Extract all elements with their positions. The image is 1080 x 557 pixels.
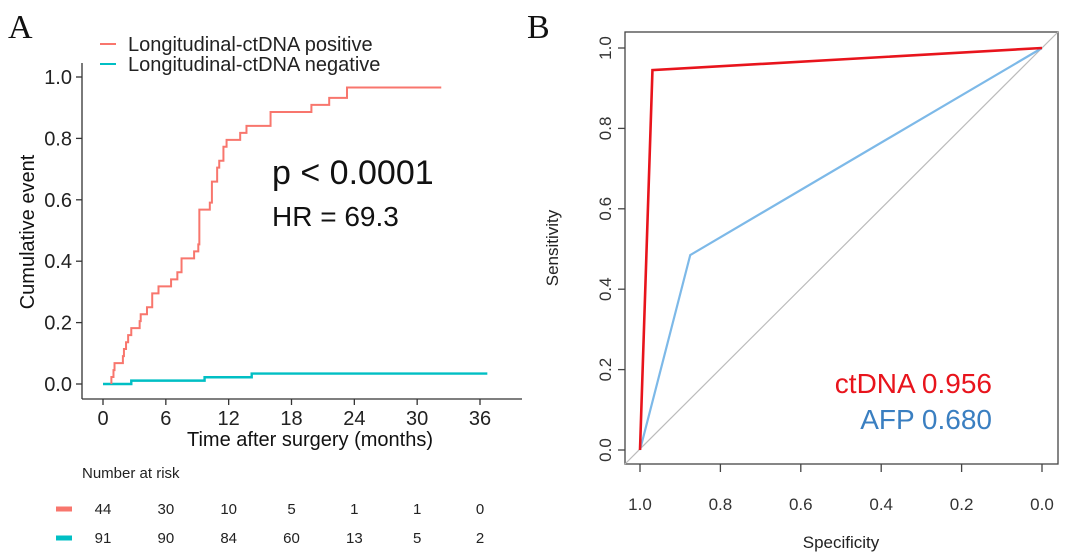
legend-a: Longitudinal-ctDNA positive Longitudinal… bbox=[100, 34, 380, 76]
x-tick-label-b: 0.6 bbox=[789, 495, 813, 514]
y-tick-label-b: 0.2 bbox=[596, 358, 615, 382]
risk-table-cell: 10 bbox=[220, 501, 237, 518]
x-tick-label-a: 24 bbox=[343, 408, 365, 430]
y-tick-label-a: 0.2 bbox=[44, 313, 72, 335]
risk-table-cell: 1 bbox=[413, 501, 421, 518]
risk-table-cell: 13 bbox=[346, 530, 363, 547]
y-tick-label-b: 0.0 bbox=[596, 438, 615, 462]
x-axis-title-a: Time after surgery (months) bbox=[187, 429, 433, 451]
panel-b-roc-plot: 0.0 0.2 0.4 0.6 0.8 1.0 1.0 0.8 0.6 0.4 0.2 0.0 Se… bbox=[543, 31, 1059, 552]
risk-table-cell: 91 bbox=[95, 530, 112, 547]
curve-ctdna-positive bbox=[110, 86, 442, 384]
x-tick-label-a: 0 bbox=[97, 408, 108, 430]
x-axis-title-b: Specificity bbox=[803, 533, 880, 552]
x-tick-label-a: 12 bbox=[218, 408, 240, 430]
x-tick-label-a: 36 bbox=[469, 408, 491, 430]
y-axis-title-a: Cumulative event bbox=[17, 154, 39, 309]
y-tick-label-b: 1.0 bbox=[596, 36, 615, 60]
risk-table-cell: 5 bbox=[413, 530, 421, 547]
x-tick-label-b: 0.2 bbox=[950, 495, 974, 514]
x-tick-label-a: 6 bbox=[160, 408, 171, 430]
roc-curve-ctdna bbox=[638, 46, 1043, 451]
risk-table-cell: 2 bbox=[476, 530, 484, 547]
risk-table-cell: 5 bbox=[287, 501, 295, 518]
x-tick-label-b: 0.4 bbox=[869, 495, 893, 514]
risk-table-cell: 90 bbox=[157, 530, 174, 547]
y-tick-label-a: 1.0 bbox=[44, 67, 72, 89]
x-tick-label-a: 30 bbox=[406, 408, 428, 430]
x-tick-label-b: 0.8 bbox=[709, 495, 733, 514]
y-tick-label-b: 0.6 bbox=[596, 197, 615, 221]
plot-frame-b bbox=[624, 31, 1059, 465]
roc-curve-afp bbox=[638, 47, 1043, 451]
panel-b-label: B bbox=[527, 9, 550, 46]
legend-label-negative: Longitudinal-ctDNA negative bbox=[128, 54, 380, 76]
auc-label-ctdna: ctDNA 0.956 bbox=[835, 368, 992, 399]
auc-label-afp: AFP 0.680 bbox=[860, 404, 992, 435]
x-tick-label-b: 0.0 bbox=[1030, 495, 1054, 514]
hazard-ratio-annotation: HR = 69.3 bbox=[272, 201, 399, 232]
risk-table-cell: 84 bbox=[220, 530, 237, 547]
risk-table-title: Number at risk bbox=[82, 465, 180, 482]
risk-table-cell: 60 bbox=[283, 530, 300, 547]
y-tick-label-a: 0.8 bbox=[44, 128, 72, 150]
reference-diagonal bbox=[624, 31, 1059, 465]
p-value-annotation: p < 0.0001 bbox=[272, 154, 434, 192]
y-tick-label-b: 0.4 bbox=[596, 277, 615, 301]
y-tick-label-b: 0.8 bbox=[596, 117, 615, 141]
risk-table-cell: 0 bbox=[476, 501, 484, 518]
legend-label-positive: Longitudinal-ctDNA positive bbox=[128, 34, 373, 56]
x-tick-label-a: 18 bbox=[280, 408, 302, 430]
risk-table-cell: 30 bbox=[157, 501, 174, 518]
y-tick-label-a: 0.4 bbox=[44, 251, 72, 273]
y-axis-title-b: Sensitivity bbox=[543, 209, 562, 286]
risk-table-cell: 44 bbox=[95, 501, 112, 518]
curve-ctdna-negative bbox=[103, 372, 488, 386]
panel-a-cumulative-event-plot: Longitudinal-ctDNA positive Longitudinal… bbox=[17, 34, 522, 547]
x-tick-label-b: 1.0 bbox=[628, 495, 652, 514]
y-tick-label-a: 0.0 bbox=[44, 374, 72, 396]
panel-a-label: A bbox=[8, 9, 33, 46]
y-tick-label-a: 0.6 bbox=[44, 190, 72, 212]
risk-table-cell: 1 bbox=[350, 501, 358, 518]
